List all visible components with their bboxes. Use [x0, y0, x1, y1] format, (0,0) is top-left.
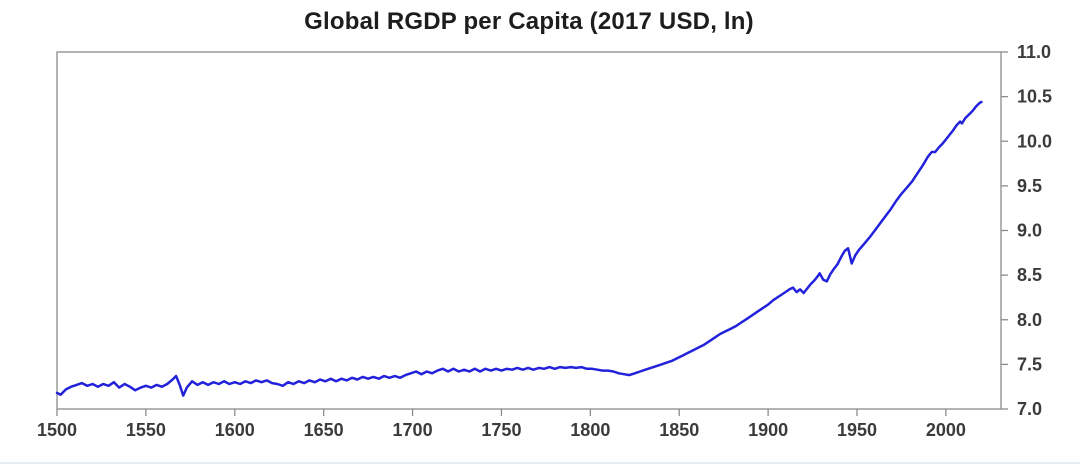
x-axis-tick-label: 1950: [837, 420, 877, 440]
y-axis-tick-label: 8.0: [1017, 310, 1042, 330]
x-axis-tick-label: 2000: [926, 420, 966, 440]
x-axis-tick-label: 1700: [393, 420, 433, 440]
x-axis-tick-label: 1850: [659, 420, 699, 440]
y-axis-tick-label: 11.0: [1017, 42, 1051, 62]
gdp-series-line: [55, 100, 983, 397]
y-axis-tick-label: 7.5: [1017, 354, 1042, 374]
x-axis-tick-label: 1600: [215, 420, 255, 440]
x-axis-tick-label: 1750: [481, 420, 521, 440]
x-axis-tick-label: 1800: [570, 420, 610, 440]
plot-frame: [56, 51, 1002, 410]
x-axis-tick-label: 1500: [37, 420, 77, 440]
y-axis-tick-label: 7.0: [1017, 399, 1042, 419]
y-axis-tick-label: 10.0: [1017, 131, 1052, 151]
y-axis-tick-label: 8.5: [1017, 265, 1042, 285]
y-axis-tick-label: 9.0: [1017, 221, 1042, 241]
x-axis-tick-label: 1900: [748, 420, 788, 440]
y-axis-tick-label: 9.5: [1017, 176, 1042, 196]
y-axis-tick-label: 10.5: [1017, 87, 1052, 107]
x-axis-tick-label: 1650: [304, 420, 344, 440]
chart-title: Global RGDP per Capita (2017 USD, ln): [304, 8, 754, 35]
window-bottom-edge: [0, 462, 1080, 464]
x-axis-tick-label: 1550: [126, 420, 166, 440]
